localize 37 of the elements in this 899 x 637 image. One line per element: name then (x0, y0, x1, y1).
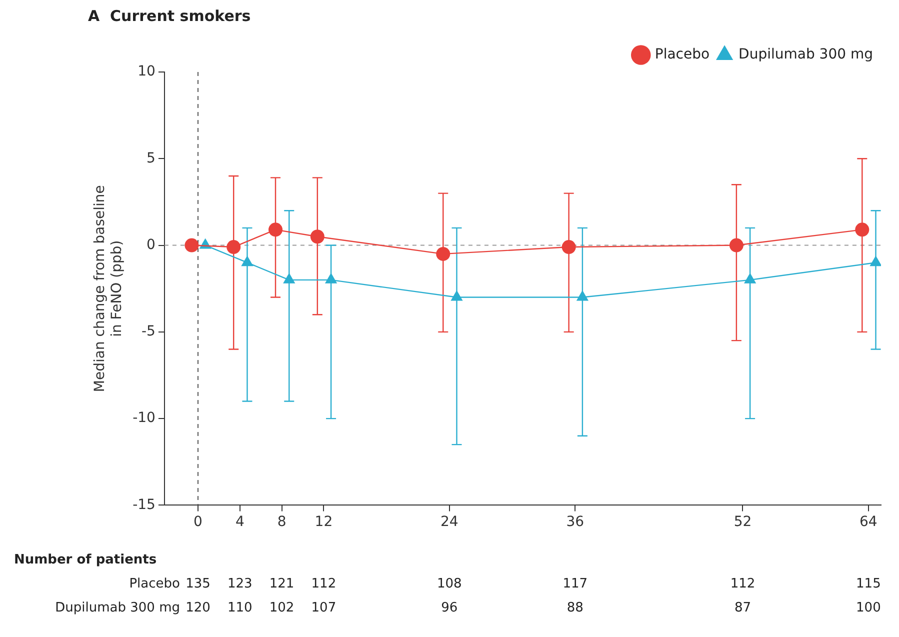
text: 115 (856, 576, 881, 592)
y-axis-title: Median change from baseline in FeNO (ppb) (92, 185, 125, 392)
x-tick-label: 64 (860, 514, 878, 530)
y-tick-label: 5 (146, 150, 156, 166)
y-tick-label: 10 (138, 64, 156, 80)
y-tick-label: -10 (132, 410, 156, 426)
text: 135 (186, 576, 210, 592)
text: Placebo (129, 576, 180, 592)
text: 108 (436, 576, 462, 592)
text: 120 (186, 600, 210, 616)
text: 88 (566, 600, 584, 616)
x-tick-label: 4 (235, 514, 244, 530)
text: 117 (562, 576, 588, 592)
text: 112 (311, 576, 336, 592)
legend-label: Dupilumab 300 mg (738, 46, 874, 63)
text: 112 (730, 576, 756, 592)
chart-title: A Current smokers (88, 6, 251, 25)
text: 110 (227, 600, 252, 616)
y-tick-label: 0 (146, 236, 156, 253)
x-tick-label: 0 (194, 514, 202, 530)
x-tick-label: 12 (314, 514, 333, 530)
text: Dupilumab 300 mg (55, 600, 180, 616)
text: 100 (856, 600, 881, 616)
legend-label: Placebo (654, 46, 710, 63)
text: Number of patients (14, 552, 157, 568)
text: 123 (227, 576, 252, 592)
y-tick-label: -15 (132, 496, 156, 513)
x-tick-label: 52 (734, 514, 752, 530)
text: 96 (441, 600, 458, 616)
x-tick-label: 36 (566, 514, 584, 530)
y-tick-label: -5 (141, 324, 156, 340)
x-tick-label: 8 (277, 514, 286, 530)
text: 102 (269, 600, 294, 616)
x-tick-label: 24 (440, 514, 458, 530)
text: 121 (269, 576, 294, 592)
text: 87 (734, 600, 751, 616)
text: 107 (311, 600, 336, 616)
